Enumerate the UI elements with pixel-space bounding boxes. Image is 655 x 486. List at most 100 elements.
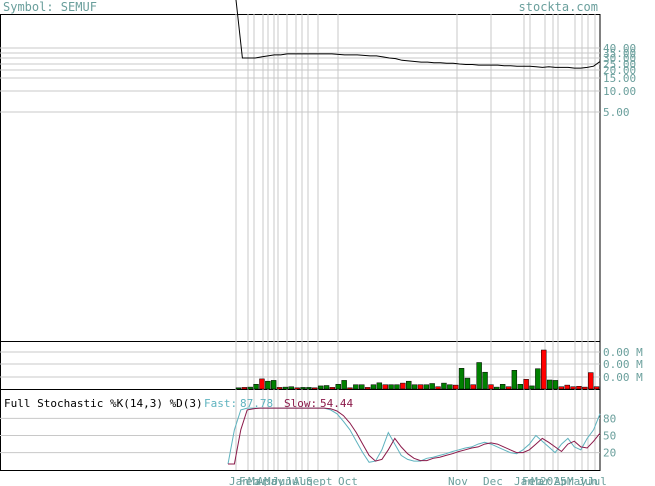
price-tick-label-7: 5.00 bbox=[603, 106, 630, 119]
volume-bar-up-41 bbox=[476, 362, 482, 390]
price-tick-label-0: 40.00 bbox=[603, 42, 636, 55]
x-tick-label-4: May bbox=[264, 475, 284, 486]
volume-bar-up-18 bbox=[341, 380, 347, 390]
x-tick-label-14: Mar bbox=[531, 475, 551, 486]
x-tick-label-1: Feb bbox=[239, 475, 259, 486]
stoch-tick-label-0: 80 bbox=[603, 412, 616, 425]
symbol-label: Symbol: SEMUF bbox=[3, 0, 97, 14]
volume-bar-up-0 bbox=[235, 387, 242, 390]
price-tick-label-3: 25.00 bbox=[603, 58, 636, 71]
volume-bar-up-2 bbox=[247, 386, 253, 390]
chart-grid bbox=[0, 14, 600, 470]
volume-bar-up-50 bbox=[529, 385, 535, 390]
volume-bar-up-17 bbox=[335, 384, 341, 390]
volume-bar-up-12 bbox=[306, 387, 312, 390]
volume-bar-up-14 bbox=[317, 385, 324, 390]
x-tick-label-5: Jun bbox=[272, 475, 292, 486]
volume-bar-up-42 bbox=[482, 371, 488, 390]
volume-bar-down-34 bbox=[435, 386, 441, 390]
volume-bar-up-8 bbox=[282, 386, 289, 390]
stoch-series-slow bbox=[228, 407, 601, 465]
x-tick-label-0: Jan bbox=[229, 475, 249, 486]
volume-bar-down-52 bbox=[541, 349, 547, 390]
x-tick-label-7: Aug bbox=[293, 475, 313, 486]
volume-bar-down-31 bbox=[417, 384, 424, 390]
volume-bar-down-57 bbox=[570, 386, 576, 390]
volume-tick-label-1: 0.00 M bbox=[603, 358, 643, 371]
fast-value: 87.78 bbox=[240, 397, 273, 410]
volume-bar-down-60 bbox=[588, 372, 594, 390]
volume-bar-down-40 bbox=[470, 384, 476, 390]
volume-bar-up-29 bbox=[406, 380, 412, 390]
volume-bar-down-22 bbox=[364, 387, 371, 390]
x-tick-label-13: Feb bbox=[522, 475, 542, 486]
volume-bar-down-28 bbox=[400, 382, 406, 390]
volume-bar-up-39 bbox=[464, 377, 471, 390]
volume-bar-up-3 bbox=[253, 384, 259, 390]
volume-bar-up-6 bbox=[270, 380, 277, 390]
volume-bar-down-4 bbox=[259, 378, 265, 390]
volume-bar-down-1 bbox=[241, 387, 248, 390]
volume-bar-down-56 bbox=[564, 384, 570, 390]
volume-bar-up-24 bbox=[376, 382, 383, 390]
price-tick-label-5: 15.00 bbox=[603, 72, 636, 85]
volume-bar-up-9 bbox=[288, 386, 294, 390]
x-tick-label-11: Dec bbox=[483, 475, 503, 486]
x-tick-label-17: May bbox=[567, 475, 587, 486]
volume-bar-down-46 bbox=[505, 386, 512, 390]
chart-labels: Symbol: SEMUF stockta.com Full Stochasti… bbox=[3, 0, 598, 410]
volume-bar-up-32 bbox=[423, 384, 430, 390]
price-tick-label-4: 20.00 bbox=[603, 64, 636, 77]
volume-bar-up-45 bbox=[499, 384, 506, 390]
volume-bar-up-47 bbox=[511, 370, 518, 390]
volume-bar-up-48 bbox=[517, 384, 523, 390]
volume-bar-up-38 bbox=[458, 368, 465, 390]
volume-bar-up-44 bbox=[494, 386, 500, 390]
volume-bar-down-58 bbox=[576, 386, 582, 390]
volume-bar-up-5 bbox=[265, 380, 271, 390]
volume-bar-down-19 bbox=[347, 387, 353, 390]
price-tick-label-6: 10.00 bbox=[603, 85, 636, 98]
x-tick-label-16: Apr bbox=[554, 475, 574, 486]
volume-panel: 0.00 M0.00 M0.00 M bbox=[235, 346, 643, 390]
volume-bar-down-55 bbox=[558, 386, 565, 390]
stochastic-title: Full Stochastic %K(14,3) %D(3) bbox=[4, 397, 203, 410]
x-tick-label-12: Jan bbox=[514, 475, 534, 486]
site-label: stockta.com bbox=[519, 0, 598, 14]
stochastic-panel-border bbox=[0, 389, 601, 471]
price-tick-label-2: 30.00 bbox=[603, 52, 636, 65]
volume-bar-down-25 bbox=[382, 384, 388, 390]
volume-bar-down-7 bbox=[276, 387, 283, 390]
volume-bar-down-59 bbox=[582, 386, 588, 390]
price-tick-label-1: 35.00 bbox=[603, 47, 636, 60]
volume-bar-down-10 bbox=[294, 387, 300, 390]
volume-bar-up-30 bbox=[411, 384, 418, 390]
volume-bar-up-35 bbox=[441, 382, 447, 390]
volume-bar-up-11 bbox=[300, 387, 306, 390]
volume-bar-up-51 bbox=[535, 368, 541, 390]
volume-bar-down-43 bbox=[488, 384, 494, 390]
x-tick-label-9: Oct bbox=[338, 475, 358, 486]
volume-tick-label-2: 0.00 M bbox=[603, 371, 643, 384]
volume-bar-up-15 bbox=[323, 385, 330, 390]
x-tick-label-2: Mar bbox=[248, 475, 268, 486]
x-tick-label-6: Jul bbox=[285, 475, 305, 486]
volume-bar-up-20 bbox=[353, 384, 359, 390]
x-tick-label-19: Jul bbox=[587, 475, 607, 486]
volume-bar-up-26 bbox=[388, 384, 394, 390]
volume-bar-up-36 bbox=[447, 384, 453, 390]
volume-bar-up-53 bbox=[546, 379, 553, 390]
volume-bar-up-33 bbox=[429, 383, 435, 390]
volume-bar-down-49 bbox=[523, 379, 529, 390]
stoch-tick-label-1: 50 bbox=[603, 430, 616, 443]
x-tick-label-18: Jun bbox=[578, 475, 598, 486]
slow-label: Slow: bbox=[284, 397, 317, 410]
fast-label: Fast: bbox=[204, 397, 237, 410]
x-tick-label-15: 2025 bbox=[540, 475, 567, 486]
volume-bar-down-13 bbox=[312, 387, 318, 390]
stoch-tick-label-2: 20 bbox=[603, 447, 616, 460]
